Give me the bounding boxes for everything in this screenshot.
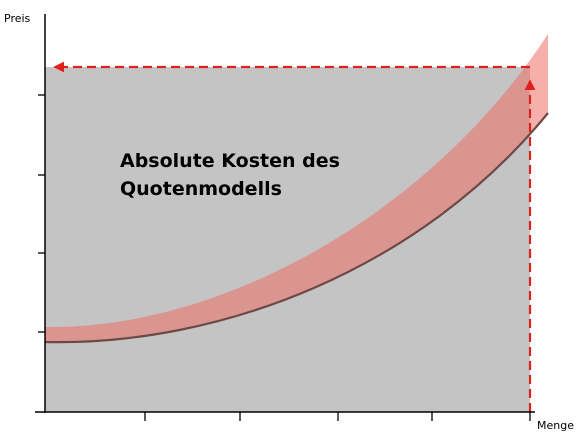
y-axis-label: Preis	[4, 12, 31, 25]
annotation-line: Absolute Kosten des	[120, 150, 340, 172]
cost-area	[45, 67, 530, 412]
cost-band	[45, 34, 548, 343]
cost-curve	[44, 112, 549, 344]
annotation-line: Quotenmodells	[120, 178, 282, 200]
x-axis-label: Menge	[537, 419, 574, 432]
ticks	[38, 94, 531, 421]
